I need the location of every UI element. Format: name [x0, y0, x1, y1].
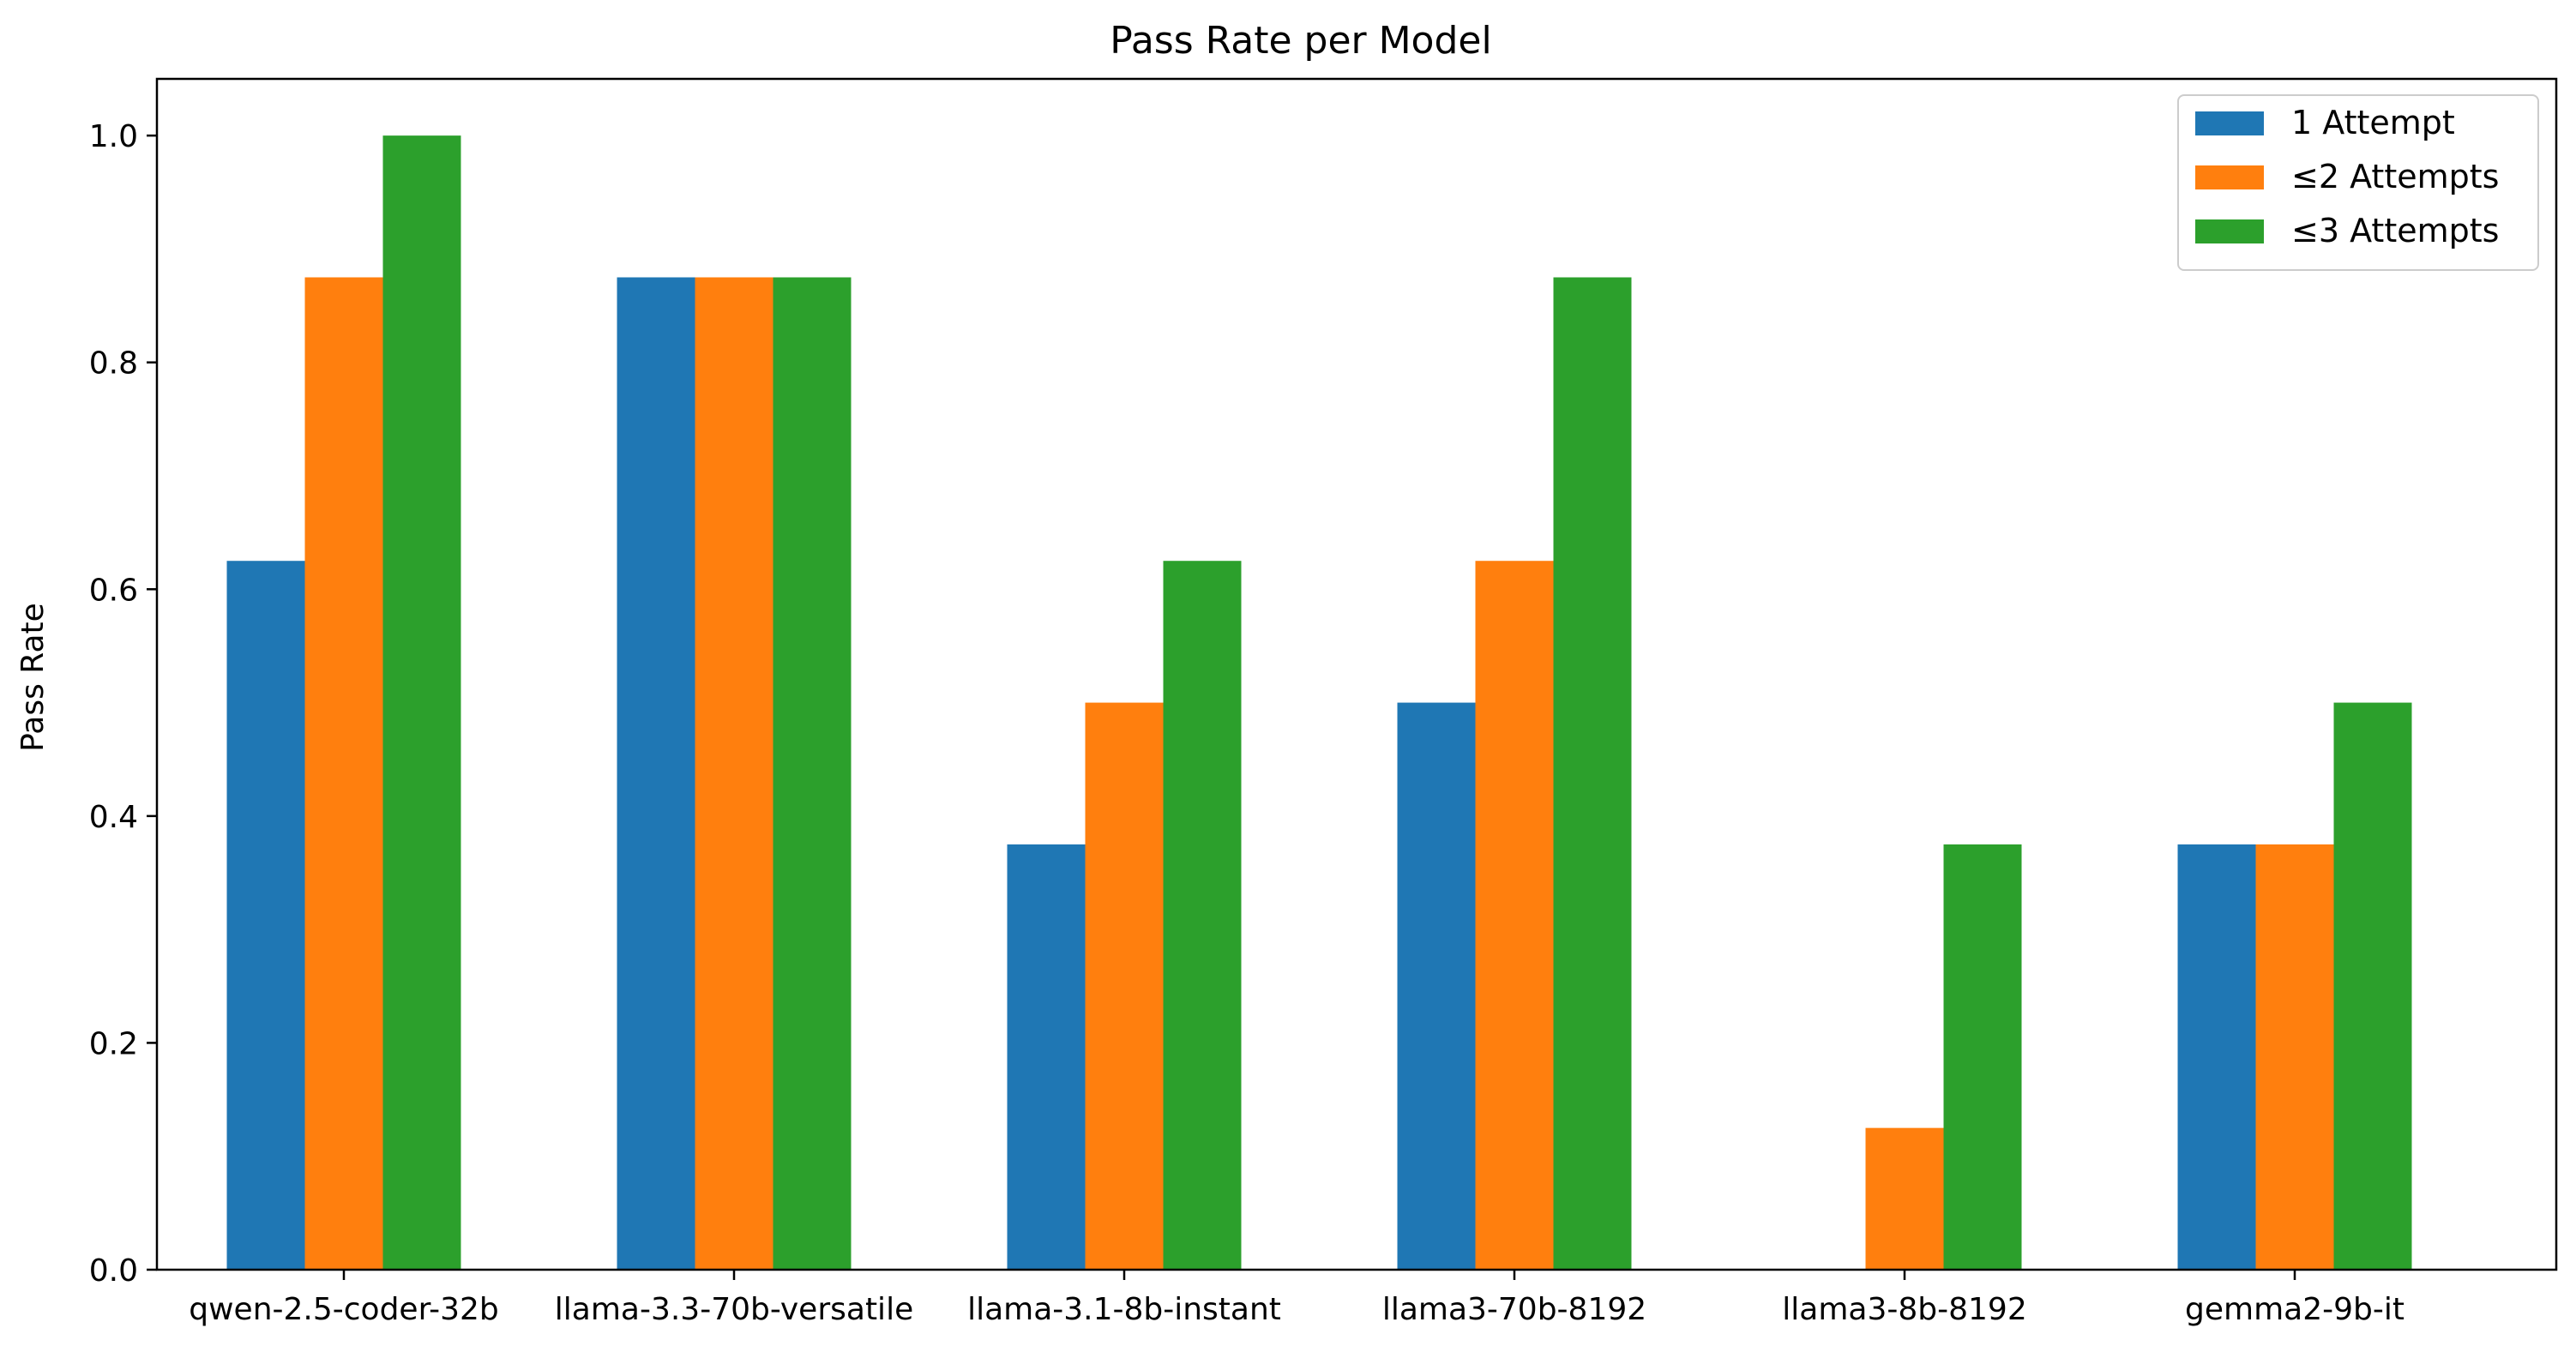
bar-1-2	[617, 277, 695, 1270]
bar-3-5	[1943, 844, 2022, 1270]
legend-swatch	[2195, 111, 2264, 135]
bar-3-2	[773, 277, 852, 1270]
bar-1-3	[1007, 844, 1086, 1270]
y-tick-label: 0.4	[89, 800, 138, 835]
bars-layer	[226, 135, 2412, 1271]
bar-2-5	[1865, 1127, 1944, 1270]
plot-frame	[155, 77, 2558, 1271]
bar-3-6	[2333, 702, 2412, 1270]
bar-2-2	[695, 277, 773, 1270]
bar-3-4	[1553, 277, 1632, 1270]
x-ticks: qwen-2.5-coder-32b llama-3.3-70b-versatil…	[189, 1270, 2404, 1327]
x-tick-label: llama3-8b-8192	[1782, 1292, 2026, 1327]
x-tick-label: llama-3.3-70b-versatile	[555, 1292, 913, 1327]
legend-label: ≤2 Attempts	[2291, 158, 2499, 195]
x-tick-label: qwen-2.5-coder-32b	[189, 1292, 498, 1327]
bar-3-3	[1163, 561, 1242, 1270]
y-ticks: 0.0 0.2 0.4 0.6 0.8 1.0	[89, 119, 157, 1289]
bar-2-4	[1475, 561, 1554, 1270]
legend-swatch	[2195, 219, 2264, 243]
y-tick-label: 1.0	[89, 119, 138, 154]
legend-box	[2177, 94, 2539, 271]
y-axis-label: Pass Rate	[15, 603, 51, 752]
bar-1-6	[2177, 844, 2256, 1270]
legend-label: 1 Attempt	[2291, 104, 2455, 141]
y-tick-label: 0.2	[89, 1026, 138, 1061]
bar-1-1	[226, 561, 305, 1270]
x-tick-label: llama3-70b-8192	[1382, 1292, 1646, 1327]
x-tick-label: llama-3.1-8b-instant	[967, 1292, 1281, 1327]
y-tick-label: 0.8	[89, 346, 138, 382]
legend-items: 1 Attempt ≤2 Attempts ≤3 Attempts	[2195, 104, 2499, 249]
y-tick-label: 0.0	[89, 1253, 138, 1289]
x-tick-label: gemma2-9b-it	[2185, 1292, 2404, 1327]
chart-title: Pass Rate per Model	[1110, 19, 1491, 63]
bar-2-1	[304, 277, 383, 1270]
bar-3-1	[382, 135, 461, 1271]
legend-label: ≤3 Attempts	[2291, 212, 2499, 249]
bar-2-3	[1085, 702, 1164, 1270]
legend-swatch	[2195, 165, 2264, 189]
legend: 1 Attempt ≤2 Attempts ≤3 Attempts	[2177, 94, 2539, 271]
bar-2-6	[2255, 844, 2334, 1270]
bar-1-4	[1397, 702, 1476, 1270]
y-tick-label: 0.6	[89, 573, 138, 608]
